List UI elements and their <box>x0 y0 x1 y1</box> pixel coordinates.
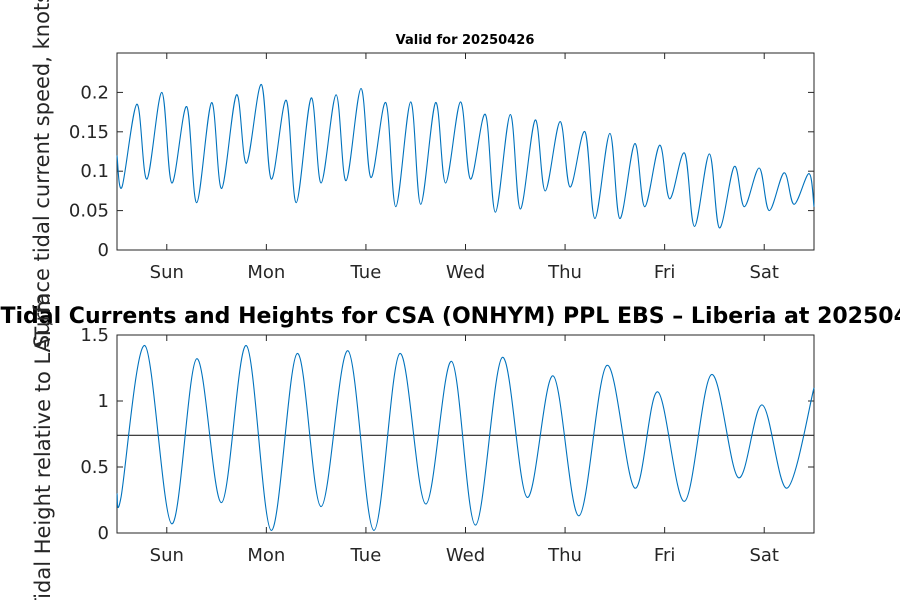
current-speed-ytick-label: 0.1 <box>80 161 109 182</box>
tidal-height-ytick-label: 1 <box>98 391 109 412</box>
tidal-height-axes-box <box>116 334 815 534</box>
current-speed-ytick-label: 0.2 <box>80 82 109 103</box>
main-title: Tidal Currents and Heights for CSA (ONHY… <box>0 304 900 329</box>
current-speed-xtick-label: Wed <box>446 262 485 283</box>
tidal-height-panel: 0 0.5 1 1.5 Sun Mon Tue Wed Thu Fri Sat <box>80 325 815 566</box>
tidal-height-line <box>116 345 815 531</box>
current-speed-xtick-label: Thu <box>547 262 582 283</box>
current-speed-ticks: 0 0.05 0.1 0.15 0.2 Sun Mon Tue Wed Thu Fri Sat <box>69 53 814 283</box>
tidal-height-ytick-label: 0.5 <box>80 457 109 478</box>
current-speed-xtick-label: Tue <box>350 262 382 283</box>
tidal-height-xtick-label: Tue <box>350 545 382 566</box>
current-speed-ytick-label: 0.15 <box>69 122 109 143</box>
current-speed-title: Valid for 20250426 <box>396 33 535 48</box>
tidal-height-ticks: 0 0.5 1 1.5 Sun Mon Tue Wed Thu Fri Sat <box>80 325 814 566</box>
tidal-height-xtick-label: Thu <box>547 545 582 566</box>
current-speed-panel: 0 0.05 0.1 0.15 0.2 Sun Mon Tue Wed Thu Fri Sat Val… <box>69 33 815 283</box>
tidal-height-ytick-label: 1.5 <box>80 325 109 346</box>
tidal-height-xtick-label: Fri <box>654 545 675 566</box>
tidal-height-ytick-label: 0 <box>98 523 109 544</box>
current-speed-xtick-label: Sat <box>749 262 779 283</box>
current-speed-line <box>116 83 815 229</box>
current-speed-ylabel: Surface tidal current speed, knots <box>30 0 54 348</box>
tidal-height-xtick-label: Sat <box>749 545 779 566</box>
current-speed-axes-box <box>116 52 815 251</box>
tidal-height-xtick-label: Mon <box>247 545 285 566</box>
current-speed-xtick-label: Fri <box>654 262 675 283</box>
current-speed-ytick-label: 0 <box>98 240 109 261</box>
tidal-height-xtick-label: Sun <box>150 545 184 566</box>
current-speed-xtick-label: Sun <box>150 262 184 283</box>
current-speed-xtick-label: Mon <box>247 262 285 283</box>
tidal-height-ylabel: Tidal Height relative to LAT, m <box>31 293 55 600</box>
tidal-height-xtick-label: Wed <box>446 545 485 566</box>
current-speed-ytick-label: 0.05 <box>69 201 109 222</box>
